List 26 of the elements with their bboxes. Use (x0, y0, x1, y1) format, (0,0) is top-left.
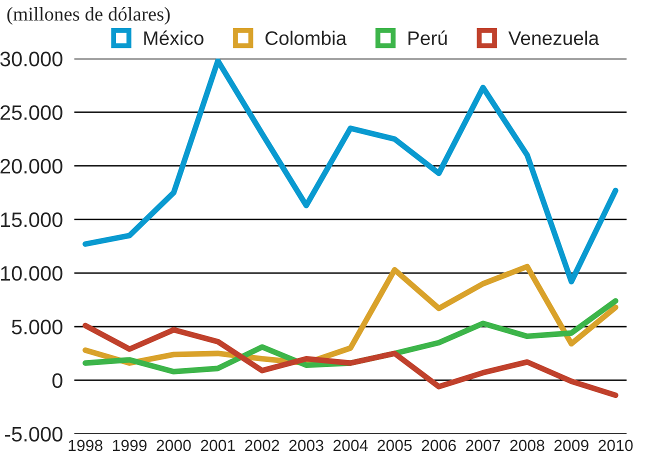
y-tick-label: -5.000 (5, 426, 62, 442)
x-tick-label: 2006 (422, 440, 456, 452)
x-tick-label: 2005 (378, 440, 412, 452)
x-tick-label: 2002 (245, 440, 280, 452)
legend-label: Venezuela (508, 30, 600, 46)
legend-label: Perú (408, 30, 447, 46)
x-tick-label: 2007 (466, 440, 500, 452)
x-tick-label: 2000 (156, 440, 191, 452)
y-tick-label: 5.000 (12, 320, 62, 334)
legend-label: Colombia (266, 30, 347, 46)
x-tick-label: 2010 (598, 440, 633, 452)
x-tick-label: 2004 (333, 440, 368, 452)
legend-label: México (144, 30, 204, 46)
y-tick-label: 25.000 (0, 105, 62, 120)
y-tick-label: 20.000 (0, 158, 62, 174)
x-tick-label: 2001 (200, 440, 235, 452)
x-tick-label: 1999 (112, 440, 147, 452)
x-tick-label: 2009 (554, 440, 588, 452)
x-tick-label: 2003 (289, 440, 324, 452)
y-tick-label: 10.000 (1, 266, 62, 281)
y-tick-label: 15.000 (1, 212, 62, 228)
y-tick-label: 0 (52, 373, 62, 388)
y-tick-label: 30.000 (0, 52, 62, 66)
x-tick-label: 2008 (510, 440, 544, 452)
x-tick-label: 1998 (68, 440, 102, 452)
chart-title: (millones de dólares) (7, 7, 170, 25)
